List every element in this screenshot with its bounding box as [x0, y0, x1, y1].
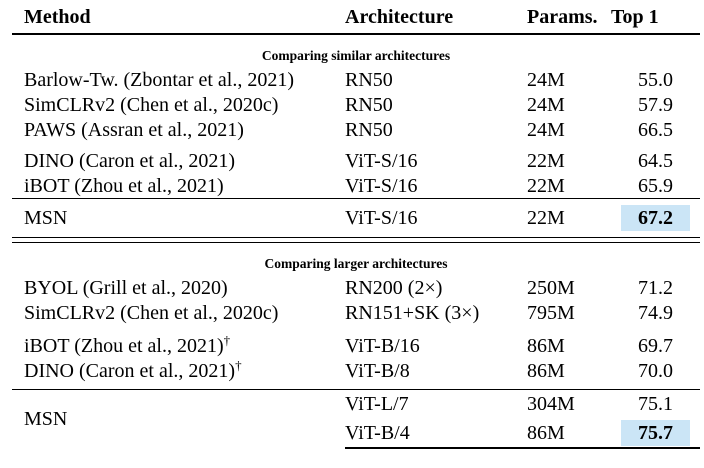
top1-cell: 64.5 [638, 149, 673, 172]
msn-result-row: MSN ViT-L/7 304M 75.1 [12, 389, 700, 448]
top1-cell: 70.0 [638, 359, 673, 382]
arch-cell: ViT-S/16 [345, 149, 418, 172]
top1-cell: 74.9 [638, 301, 673, 324]
arch-cell: ViT-B/16 [345, 334, 420, 357]
method-cell: iBOT (Zhou et al., 2021) [24, 174, 224, 197]
section2-label: Comparing larger architectures [264, 255, 448, 271]
section1-label: Comparing similar architectures [261, 47, 451, 63]
row-group-spacer [12, 325, 700, 333]
top1-cell: 67.2 [611, 198, 700, 238]
arch-cell: RN50 [345, 93, 393, 116]
arch-cell: ViT-B/4 [345, 418, 527, 449]
method-cell: MSN [12, 389, 345, 448]
top1-cell: 65.9 [638, 174, 673, 197]
params-cell: 22M [527, 174, 565, 197]
method-cell: BYOL (Grill et al., 2020) [24, 276, 228, 299]
arch-cell: ViT-L/7 [345, 389, 527, 418]
table-header-row: Method Architecture Params. Top 1 [12, 0, 700, 35]
params-cell: 795M [527, 301, 575, 324]
table-row: PAWS (Assran et al., 2021) RN50 24M 66.5 [12, 117, 700, 142]
dagger-superscript: † [223, 331, 231, 347]
table-row: BYOL (Grill et al., 2020) RN200 (2×) 250… [12, 275, 700, 300]
method-cell: Barlow-Tw. (Zbontar et al., 2021) [24, 68, 294, 91]
top1-cell: 66.5 [638, 118, 673, 141]
params-cell: 22M [527, 198, 611, 238]
arch-cell: ViT-B/8 [345, 359, 410, 382]
table-row: SimCLRv2 (Chen et al., 2020c) RN151+SK (… [12, 300, 700, 325]
params-cell: 24M [527, 68, 565, 91]
msn-result-row: ViT-B/4 86M 75.7 [12, 418, 700, 449]
params-cell: 304M [527, 389, 611, 418]
top1-highlight: 75.7 [621, 419, 690, 446]
column-header-top1: Top 1 [611, 0, 700, 35]
section-label-row: Comparing similar architectures [12, 34, 700, 67]
top1-cell: 55.0 [638, 68, 673, 91]
dagger-superscript: † [235, 356, 242, 372]
table-row: SimCLRv2 (Chen et al., 2020c) RN50 24M 5… [12, 92, 700, 117]
params-cell: 86M [527, 418, 611, 449]
method-text: iBOT (Zhou et al., 2021) [24, 334, 224, 357]
params-cell: 86M [527, 334, 565, 357]
method-cell: PAWS (Assran et al., 2021) [24, 118, 244, 141]
table-row: DINO (Caron et al., 2021)† ViT-B/8 86M 7… [12, 358, 700, 383]
top1-highlight: 67.2 [621, 205, 690, 231]
method-cell: MSN [12, 198, 345, 238]
method-text: DINO (Caron et al., 2021) [24, 359, 236, 382]
params-cell: 22M [527, 149, 565, 172]
top1-cell: 71.2 [638, 276, 673, 299]
method-cell: SimCLRv2 (Chen et al., 2020c) [24, 93, 279, 116]
table-row: iBOT (Zhou et al., 2021) ViT-S/16 22M 65… [12, 173, 700, 199]
msn-result-row: MSN ViT-S/16 22M 67.2 [12, 198, 700, 238]
arch-cell: RN200 (2×) [345, 276, 443, 299]
top1-cell: 75.7 [611, 418, 700, 449]
section-label-row: Comparing larger architectures [12, 243, 700, 276]
table-row: DINO (Caron et al., 2021) ViT-S/16 22M 6… [12, 148, 700, 173]
params-cell: 24M [527, 118, 565, 141]
table-row: iBOT (Zhou et al., 2021)† ViT-B/16 86M 6… [12, 333, 700, 358]
method-cell: iBOT (Zhou et al., 2021)† [12, 333, 345, 358]
params-cell: 250M [527, 276, 575, 299]
top1-cell: 57.9 [638, 93, 673, 116]
params-cell: 86M [527, 359, 565, 382]
results-table: Method Architecture Params. Top 1 Compar… [12, 0, 700, 449]
column-header-method: Method [12, 0, 345, 35]
top1-cell: 75.1 [611, 389, 700, 418]
method-cell: SimCLRv2 (Chen et al., 2020c) [24, 301, 279, 324]
arch-cell: RN50 [345, 118, 393, 141]
arch-cell: RN151+SK (3×) [345, 301, 480, 324]
arch-cell: ViT-S/16 [345, 198, 527, 238]
top1-cell: 69.7 [638, 334, 673, 357]
column-header-architecture: Architecture [345, 0, 527, 35]
section-separator [12, 237, 700, 243]
arch-cell: RN50 [345, 68, 393, 91]
method-cell: DINO (Caron et al., 2021) [24, 149, 236, 172]
table-row: Barlow-Tw. (Zbontar et al., 2021) RN50 2… [12, 67, 700, 92]
method-cell: DINO (Caron et al., 2021)† [12, 358, 345, 383]
params-cell: 24M [527, 93, 565, 116]
arch-cell: ViT-S/16 [345, 174, 418, 197]
column-header-params: Params. [527, 0, 611, 35]
